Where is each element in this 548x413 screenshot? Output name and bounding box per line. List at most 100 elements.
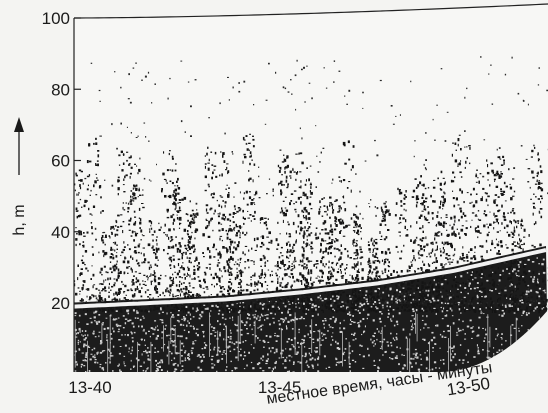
backscatter-point (442, 242, 443, 244)
backscatter-point (222, 214, 225, 217)
backscatter-point (251, 248, 252, 250)
backscatter-point (110, 268, 112, 270)
backscatter-point (338, 291, 339, 294)
backscatter-point (336, 248, 339, 250)
backscatter-point (433, 187, 436, 189)
backscatter-point (117, 179, 119, 182)
backscatter-point (195, 79, 197, 80)
backscatter-point (209, 267, 210, 270)
backscatter-point (436, 249, 438, 251)
backscatter-point (431, 332, 433, 334)
backscatter-point (306, 264, 308, 266)
backscatter-point (218, 277, 220, 280)
backscatter-point (78, 322, 79, 323)
backscatter-point (217, 306, 219, 308)
backscatter-point (109, 283, 110, 285)
backscatter-point (452, 143, 454, 144)
backscatter-point (185, 350, 187, 351)
backscatter-point (451, 262, 454, 263)
backscatter-point (449, 263, 450, 264)
backscatter-point (204, 281, 206, 283)
backscatter-point (254, 284, 256, 286)
backscatter-point (88, 144, 90, 147)
backscatter-point (527, 333, 529, 335)
backscatter-point (374, 248, 375, 249)
backscatter-point (539, 211, 540, 213)
backscatter-point (308, 269, 309, 272)
backscatter-point (300, 128, 301, 130)
backscatter-point (359, 247, 361, 248)
backscatter-point (366, 299, 368, 300)
backscatter-point (114, 265, 116, 268)
backscatter-point (96, 174, 97, 175)
backscatter-point (158, 223, 159, 224)
backscatter-point (302, 275, 305, 278)
backscatter-point (218, 213, 220, 214)
backscatter-point (240, 234, 241, 236)
backscatter-point (525, 285, 527, 286)
backscatter-point (263, 244, 265, 245)
backscatter-point (545, 284, 546, 285)
backscatter-point (315, 309, 317, 311)
backscatter-point (360, 249, 362, 251)
backscatter-point (414, 318, 415, 320)
backscatter-point (191, 350, 193, 351)
backscatter-point (117, 261, 118, 263)
backscatter-point (506, 303, 508, 305)
backscatter-point (223, 310, 225, 311)
backscatter-point (411, 286, 414, 287)
backscatter-point (404, 309, 406, 312)
backscatter-point (530, 310, 531, 312)
backscatter-point (165, 328, 166, 330)
backscatter-point (226, 260, 228, 263)
backscatter-point (223, 329, 225, 330)
backscatter-point (467, 280, 469, 281)
backscatter-point (294, 266, 295, 268)
backscatter-point (292, 268, 294, 269)
backscatter-point (454, 216, 456, 219)
backscatter-point (252, 275, 254, 276)
backscatter-point (319, 208, 320, 210)
backscatter-point (405, 293, 407, 294)
backscatter-point (76, 175, 78, 177)
backscatter-point (132, 282, 134, 285)
backscatter-point (432, 291, 434, 294)
backscatter-point (108, 287, 109, 290)
backscatter-point (536, 306, 537, 308)
backscatter-point (267, 353, 269, 355)
backscatter-point (181, 265, 182, 268)
backscatter-point (247, 204, 249, 206)
backscatter-point (145, 76, 147, 78)
backscatter-point (167, 211, 169, 213)
backscatter-point (413, 257, 415, 260)
backscatter-point (328, 306, 329, 308)
backscatter-point (511, 264, 512, 267)
backscatter-point (243, 223, 244, 225)
backscatter-point (511, 283, 512, 285)
backscatter-point (185, 277, 187, 280)
backscatter-point (505, 74, 506, 76)
backscatter-point (393, 270, 395, 273)
backscatter-point (148, 331, 150, 332)
backscatter-point (251, 220, 252, 222)
backscatter-point (474, 277, 476, 278)
backscatter-point (281, 255, 283, 256)
backscatter-point (532, 177, 534, 179)
backscatter-point (369, 269, 371, 272)
backscatter-point (466, 254, 468, 255)
backscatter-point (75, 238, 77, 241)
backscatter-point (255, 286, 256, 287)
backscatter-point (148, 311, 149, 313)
backscatter-point (298, 197, 300, 200)
backscatter-point (180, 293, 181, 296)
backscatter-point (284, 167, 285, 170)
backscatter-point (105, 298, 106, 299)
backscatter-point (310, 184, 312, 186)
backscatter-point (332, 327, 334, 328)
backscatter-point (412, 315, 414, 316)
backscatter-point (424, 216, 425, 218)
backscatter-point (410, 81, 411, 83)
backscatter-point (451, 245, 453, 248)
backscatter-point (277, 303, 278, 305)
backscatter-point (134, 217, 136, 218)
